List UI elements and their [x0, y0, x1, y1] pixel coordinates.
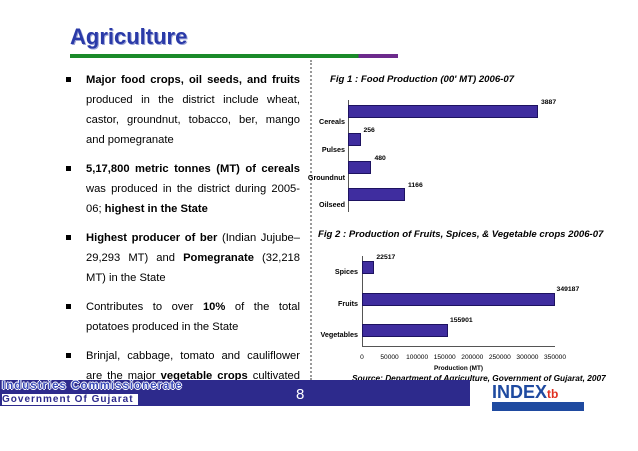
fig2-tick-label: 100000	[406, 354, 429, 361]
fig2-tick-label: 250000	[488, 354, 511, 361]
fig1-axis	[348, 100, 349, 212]
bullet-text: Major food crops, oil seeds, and fruits	[86, 74, 300, 86]
fig2-tick-label: 50000	[380, 354, 399, 361]
fig1-category-label: Cereals	[319, 117, 345, 126]
slide-title: Agriculture	[70, 24, 188, 49]
bullet-text: (32,218 MT) in the State	[86, 252, 300, 284]
bullet-text: was produced in the district during 2005…	[86, 183, 300, 215]
bullet-text: Brinjal, cabbage, tomato and cauliflower…	[86, 350, 300, 382]
fig2-bar-spices	[362, 261, 375, 274]
fig2-axis-x	[362, 346, 555, 347]
fig1-value-label: 256	[363, 127, 375, 134]
bullet-text: Contributes to over	[86, 301, 203, 313]
fig1-category-label: Pulses	[321, 145, 345, 154]
logo-band	[492, 402, 584, 411]
bullet-text: 10%	[202, 301, 226, 313]
fig2-tick-label: 0	[360, 354, 364, 361]
bullet-item: Major food crops, oil seeds, and fruits …	[62, 70, 300, 150]
fig1-category-label: Oilseed	[319, 200, 345, 209]
title-underline	[70, 54, 398, 58]
bullet-text: vegetable crops	[160, 370, 248, 382]
fig1-bar-oilseed	[348, 188, 405, 201]
bullet-list: Major food crops, oil seeds, and fruits …	[62, 70, 300, 415]
fig1-value-label: 480	[374, 155, 386, 162]
bullet-item: Contributes to over 10% of the total pot…	[62, 297, 300, 337]
bullet-marker	[66, 235, 71, 240]
bullet-text: Pomegranate	[183, 252, 254, 264]
bullet-item: Highest producer of ber (Indian Jujube– …	[62, 228, 300, 288]
fig2-category-label: Vegetables	[320, 330, 358, 339]
logo-main-text: INDEX	[492, 382, 548, 402]
bullet-text: highest in the State	[104, 203, 208, 215]
fig2-tick-label: 200000	[461, 354, 484, 361]
logo-suffix-text: tb	[547, 387, 559, 401]
bullet-item: 5,17,800 metric tonnes (MT) of cereals w…	[62, 159, 300, 219]
fig2-category-label: Spices	[334, 267, 358, 276]
fig2-bar-vegetables	[362, 324, 448, 337]
column-divider	[310, 60, 312, 380]
fig2-value-label: 349187	[556, 286, 580, 293]
footer-gov: Government Of Gujarat	[2, 394, 138, 405]
fig2-bar-fruits	[362, 293, 555, 306]
fig1-value-label: 3887	[541, 99, 557, 106]
bullet-text: produced in the district include wheat, …	[86, 94, 300, 146]
fig1-title: Fig 1 : Food Production (00' MT) 2006-07	[330, 74, 515, 85]
fig2-title: Fig 2 : Production of Fruits, Spices, & …	[318, 229, 604, 240]
bullet-text: (Indian Jujube– 29,293 MT) and	[86, 232, 300, 264]
fig1-category-label: Groundnut	[307, 173, 345, 182]
fig2-tick-label: 350000	[543, 354, 567, 361]
fig1-bar-pulses	[348, 133, 361, 146]
bullet-text: of the total potatoes produced in the St…	[86, 301, 300, 333]
footer-org: Industries Commissionerate	[2, 380, 183, 392]
fig2-value-label: 155901	[449, 317, 473, 324]
bullet-text: Highest producer of ber	[86, 232, 218, 244]
bullet-marker	[66, 77, 71, 82]
fig2-tick-label: 150000	[433, 354, 456, 361]
page-number: 8	[296, 386, 305, 403]
fig1-value-label: 1166	[407, 182, 423, 189]
fig2-category-label: Fruits	[338, 299, 358, 308]
bullet-text: 5,17,800 metric tonnes (MT) of cereals	[86, 163, 300, 175]
fig1-bar-cereals	[348, 105, 538, 118]
bullet-marker	[66, 166, 71, 171]
source-note: Source: Department of Agriculture, Gover…	[352, 373, 606, 383]
indextb-logo: INDEXtb	[492, 382, 584, 412]
fig2-axis-title: Production (MT)	[434, 365, 483, 372]
fig2-tick-label: 300000	[516, 354, 539, 361]
fig1-bar-groundnut	[348, 161, 372, 174]
bullet-marker	[66, 353, 71, 358]
bullet-marker	[66, 304, 71, 309]
fig2-value-label: 22517	[376, 254, 396, 261]
